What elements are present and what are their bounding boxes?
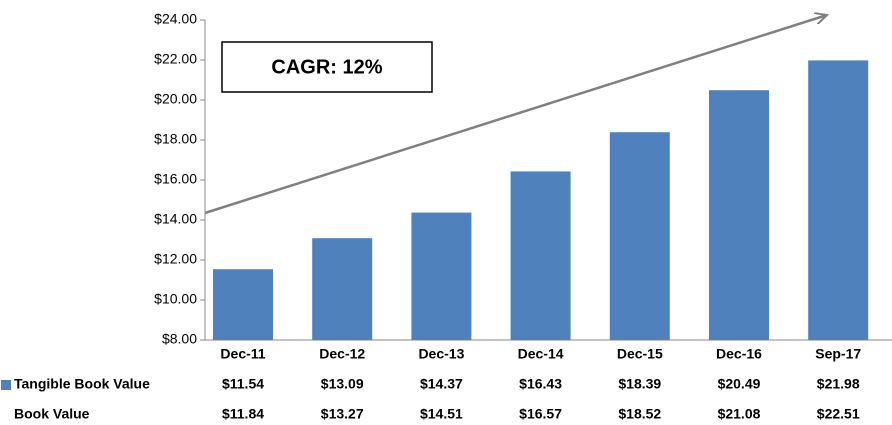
legend-swatch [1,380,11,390]
annotation-box [221,41,433,93]
y-tick-label: $12.00 [154,251,197,267]
y-tick-label: $10.00 [154,291,197,307]
x-tick-label: Dec-15 [617,346,663,362]
table-cell: $16.43 [519,376,562,392]
table-cell: $21.98 [817,376,860,392]
row-label: Book Value [14,406,90,422]
bar [510,171,571,340]
table-cell: $20.49 [718,376,761,392]
trend-arrow [204,15,827,215]
table-cell: $14.37 [420,376,463,392]
table-cell: $16.57 [519,406,562,422]
bar [312,238,373,340]
x-tick-label: Dec-11 [220,346,265,362]
table-cell: $11.54 [222,376,264,392]
y-tick-label: $22.00 [154,51,197,67]
annotation: CAGR: 12% [271,56,382,78]
y-tick-label: $14.00 [154,211,197,227]
y-tick-label: $20.00 [154,91,197,107]
bar [213,269,273,340]
table-cell: $14.51 [420,406,463,422]
y-tick-label: $24.00 [154,11,197,27]
bar [808,60,869,341]
table-cell: $18.52 [618,406,661,422]
x-tick-label: Dec-16 [716,346,762,362]
table-cell: $13.27 [321,406,364,422]
x-tick-label: Dec-13 [418,346,464,362]
table-cell: $21.08 [718,406,761,422]
table-cell: $11.84 [222,406,264,422]
table-cell: $22.51 [817,406,860,422]
x-tick-label: Sep-17 [815,346,861,362]
y-tick-label: $18.00 [154,131,197,147]
table-cell: $13.09 [321,376,364,392]
x-tick-label: Dec-14 [518,346,564,362]
bar [609,132,670,340]
y-tick-label: $16.00 [154,171,197,187]
y-tick-label: $8.00 [162,331,197,347]
table-cell: $18.39 [618,376,661,392]
bar [709,90,769,340]
row-label: Tangible Book Value [14,376,150,392]
x-tick-label: Dec-12 [319,346,365,362]
bar [411,212,472,340]
